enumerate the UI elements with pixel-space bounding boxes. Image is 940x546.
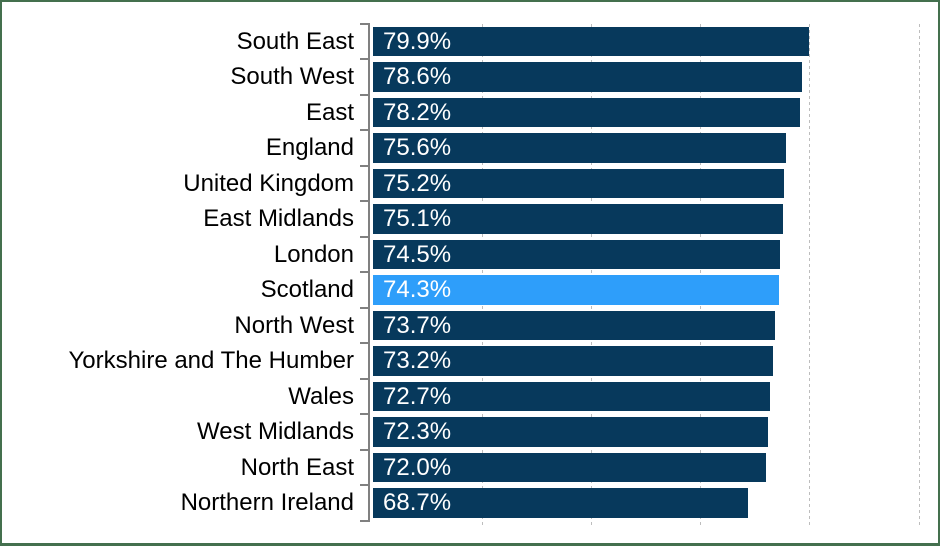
- bar: [373, 62, 803, 92]
- axis-tick: [359, 484, 370, 487]
- value-label: 73.2%: [383, 347, 452, 375]
- axis-tick: [359, 413, 370, 416]
- axis-tick: [359, 23, 370, 25]
- value-label: 72.0%: [383, 453, 452, 481]
- value-label: 73.7%: [383, 311, 452, 339]
- value-label: 74.3%: [383, 276, 452, 304]
- axis-tick: [359, 448, 370, 451]
- category-label: London: [273, 240, 354, 268]
- gridline-40pct: [590, 24, 592, 525]
- bar: [373, 239, 780, 270]
- axis-tick: [359, 200, 370, 203]
- axis-tick: [359, 519, 370, 522]
- bar: [373, 310, 776, 341]
- value-label: 75.2%: [383, 169, 452, 197]
- bar: [373, 346, 773, 376]
- value-label: 68.7%: [383, 489, 452, 517]
- value-label: 72.7%: [383, 382, 452, 410]
- bar: [373, 488, 749, 518]
- category-label: Northern Ireland: [180, 489, 354, 517]
- axis-tick: [359, 93, 370, 96]
- axis-tick: [359, 377, 370, 380]
- category-label: East: [305, 98, 354, 126]
- axis-tick: [359, 164, 370, 167]
- value-label: 75.1%: [383, 205, 452, 233]
- category-label: United Kingdom: [183, 169, 354, 197]
- bar: [373, 97, 800, 128]
- bar: [373, 26, 810, 57]
- category-label: North East: [240, 453, 354, 481]
- category-label: Scotland: [260, 276, 354, 304]
- category-label: South West: [230, 63, 354, 91]
- value-label: 79.9%: [383, 27, 452, 55]
- bar: [373, 417, 768, 447]
- bar: [373, 204, 784, 234]
- category-label: South East: [236, 28, 354, 55]
- axis-tick: [359, 235, 370, 238]
- category-label: Yorkshire and The Humber: [68, 347, 355, 375]
- axis-tick: [359, 129, 370, 132]
- value-label: 72.3%: [383, 418, 452, 446]
- value-label: 74.5%: [383, 240, 452, 268]
- value-label: 75.6%: [383, 134, 452, 162]
- gridline-100pct: [918, 24, 920, 525]
- bar-highlighted-scotland: [373, 275, 779, 305]
- axis-tick: [359, 271, 370, 274]
- category-label: Wales: [288, 382, 354, 410]
- value-label: 78.2%: [383, 98, 452, 126]
- gridline-20pct: [481, 24, 483, 525]
- bar: [373, 133, 786, 163]
- axis-tick: [359, 342, 370, 345]
- bar: [373, 168, 784, 199]
- category-label: North West: [234, 311, 354, 339]
- category-label: England: [265, 134, 354, 162]
- bar: [373, 381, 770, 412]
- category-label: West Midlands: [197, 418, 354, 446]
- gridline-60pct: [700, 24, 702, 525]
- category-label: East Midlands: [203, 205, 354, 233]
- value-label: 78.6%: [383, 63, 452, 91]
- axis-tick: [359, 306, 370, 309]
- axis-tick: [359, 58, 370, 61]
- gridline-80pct: [809, 24, 811, 525]
- bar: [373, 452, 767, 483]
